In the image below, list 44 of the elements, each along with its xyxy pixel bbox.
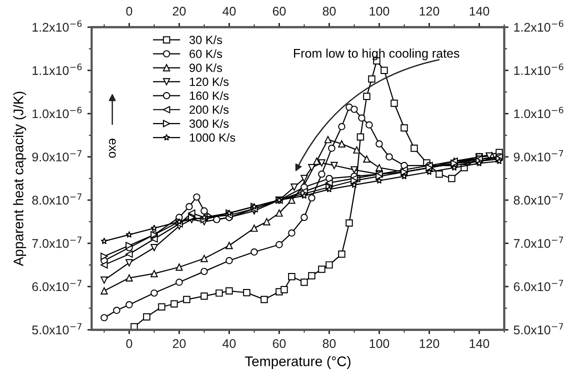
y2-tick-label: 7.0x10$^{−7}$ [514, 236, 564, 248]
legend-label: 1000 K/s [190, 133, 236, 142]
x-tick-label: 20 [172, 339, 186, 348]
x2-tick-label: 100 [370, 6, 390, 16]
x2-tick-label: 80 [322, 6, 336, 16]
y-axis-title: Apparent heat capacity (J/K) [13, 92, 26, 266]
x2-tick-label: 0 [126, 6, 132, 16]
legend-label: 120 K/s [190, 77, 229, 86]
x-tick-label: 60 [272, 339, 286, 348]
y2-tick-label: 6.0x10$^{−7}$ [514, 280, 564, 292]
x2-tick-label: 60 [272, 6, 286, 16]
x-tick-label: 0 [126, 339, 132, 348]
y2-tick-label: 1.2x10$^{−6}$ [514, 20, 564, 32]
x-tick-label: 140 [470, 339, 490, 348]
y-tick-label: 8.0x10$^{−7}$ [32, 193, 82, 205]
x-tick-label: 80 [322, 339, 336, 348]
x-tick-label: 100 [370, 339, 390, 348]
y2-tick-label: 5.0x10$^{−7}$ [514, 323, 564, 334]
legend-label: 60 K/s [190, 49, 222, 58]
x2-tick-label: 20 [172, 6, 186, 16]
y-tick-label: 6.0x10$^{−7}$ [32, 280, 82, 292]
x2-tick-label: 120 [420, 6, 440, 16]
x-tick-label: 120 [420, 339, 440, 348]
x-tick-label: 40 [222, 339, 236, 348]
y-tick-label: 1.2x10$^{−6}$ [32, 20, 82, 32]
y2-tick-label: 1.1x10$^{−6}$ [514, 64, 564, 75]
y-tick-label: 9.0x10$^{−7}$ [32, 150, 82, 162]
y2-tick-label: 8.0x10$^{−7}$ [514, 193, 564, 205]
legend-label: 30 K/s [189, 35, 222, 44]
y2-tick-label: 1.0x10$^{−6}$ [514, 106, 564, 118]
y-tick-label: 1.1x10$^{−6}$ [32, 64, 82, 75]
y-tick-label: 7.0x10$^{−7}$ [32, 236, 82, 248]
annotation: From low to high cooling rates [294, 48, 460, 60]
y2-tick-label: 9.0x10$^{−7}$ [514, 150, 564, 162]
y-tick-label: 1.0x10$^{−6}$ [32, 106, 82, 118]
legend-label: 90 K/s [190, 63, 222, 72]
x2-tick-label: 140 [470, 6, 490, 16]
x-axis-title: Temperature (°C) [244, 356, 350, 369]
annotation: exo [108, 138, 116, 158]
legend-label: 160 K/s [190, 91, 229, 100]
x2-tick-label: 40 [222, 6, 236, 16]
legend-label: 300 K/s [189, 119, 229, 128]
legend-label: 200 K/s [190, 105, 229, 114]
y-tick-label: 5.0x10$^{−7}$ [32, 323, 82, 334]
